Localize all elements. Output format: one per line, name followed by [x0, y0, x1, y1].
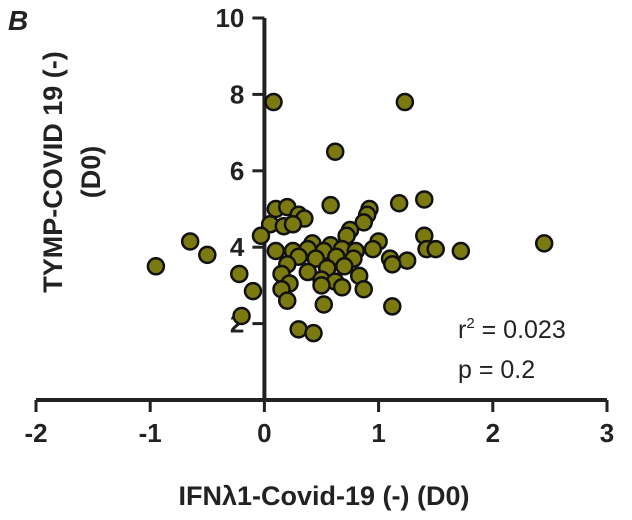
data-point	[389, 194, 409, 213]
data-point	[198, 245, 217, 265]
data-point	[451, 241, 471, 261]
panel-label: B	[8, 5, 28, 36]
data-point	[146, 257, 166, 276]
stats-annotation: r2 = 0.023 p = 0.2	[458, 315, 566, 384]
r-squared-value: = 0.023	[475, 316, 566, 344]
data-point	[306, 249, 326, 268]
y-tick-label: 10	[215, 3, 244, 33]
y-tick-label: 8	[230, 79, 244, 109]
r-squared-prefix: r	[458, 316, 466, 344]
data-points	[146, 92, 554, 343]
data-point	[266, 241, 286, 261]
data-point	[230, 264, 249, 284]
x-tick-label: 0	[257, 418, 271, 448]
data-point	[251, 226, 271, 245]
data-point	[335, 257, 354, 276]
y-tick-label: 4	[230, 232, 245, 262]
data-point	[363, 239, 383, 259]
data-point	[383, 297, 402, 316]
p-value-label: p = 0.2	[458, 356, 535, 384]
data-point	[354, 213, 374, 232]
y-axis-title: TYMP-COVID 19 (-) (D0)	[38, 51, 106, 293]
data-point	[321, 195, 340, 215]
x-tick-label: 3	[600, 418, 614, 448]
data-point	[325, 142, 345, 161]
data-point	[415, 190, 434, 209]
data-point	[332, 278, 352, 297]
data-point	[395, 92, 415, 112]
data-point	[277, 291, 297, 310]
data-point	[304, 323, 323, 343]
data-point	[354, 279, 374, 299]
y-tick-label: 6	[230, 156, 244, 186]
data-point	[312, 276, 331, 295]
data-point	[298, 262, 318, 282]
y-axis-title-line1: TYMP-COVID 19 (-)	[38, 51, 68, 293]
y-axis-title-line2: (D0)	[76, 146, 106, 199]
data-point	[243, 281, 263, 301]
x-tick-label: -2	[24, 418, 47, 448]
data-point	[264, 92, 283, 112]
data-point	[534, 234, 554, 253]
data-point	[314, 295, 334, 314]
data-point	[426, 239, 445, 259]
data-point	[283, 215, 303, 234]
r-squared-superscript: 2	[466, 315, 474, 332]
data-point	[397, 251, 417, 270]
x-tick-label: -1	[139, 418, 162, 448]
data-point	[383, 255, 402, 274]
x-tick-label: 1	[371, 418, 385, 448]
data-point	[289, 320, 308, 339]
axes: -2 -1 0 1 2 3 2 4 6 8 10	[24, 3, 614, 448]
r-squared-label: r2 = 0.023	[458, 315, 566, 344]
x-tick-label: 2	[486, 418, 500, 448]
data-point	[232, 306, 251, 326]
data-point	[180, 232, 200, 251]
x-axis-title: IFNλ1-Covid-19 (-) (D0)	[178, 481, 469, 511]
